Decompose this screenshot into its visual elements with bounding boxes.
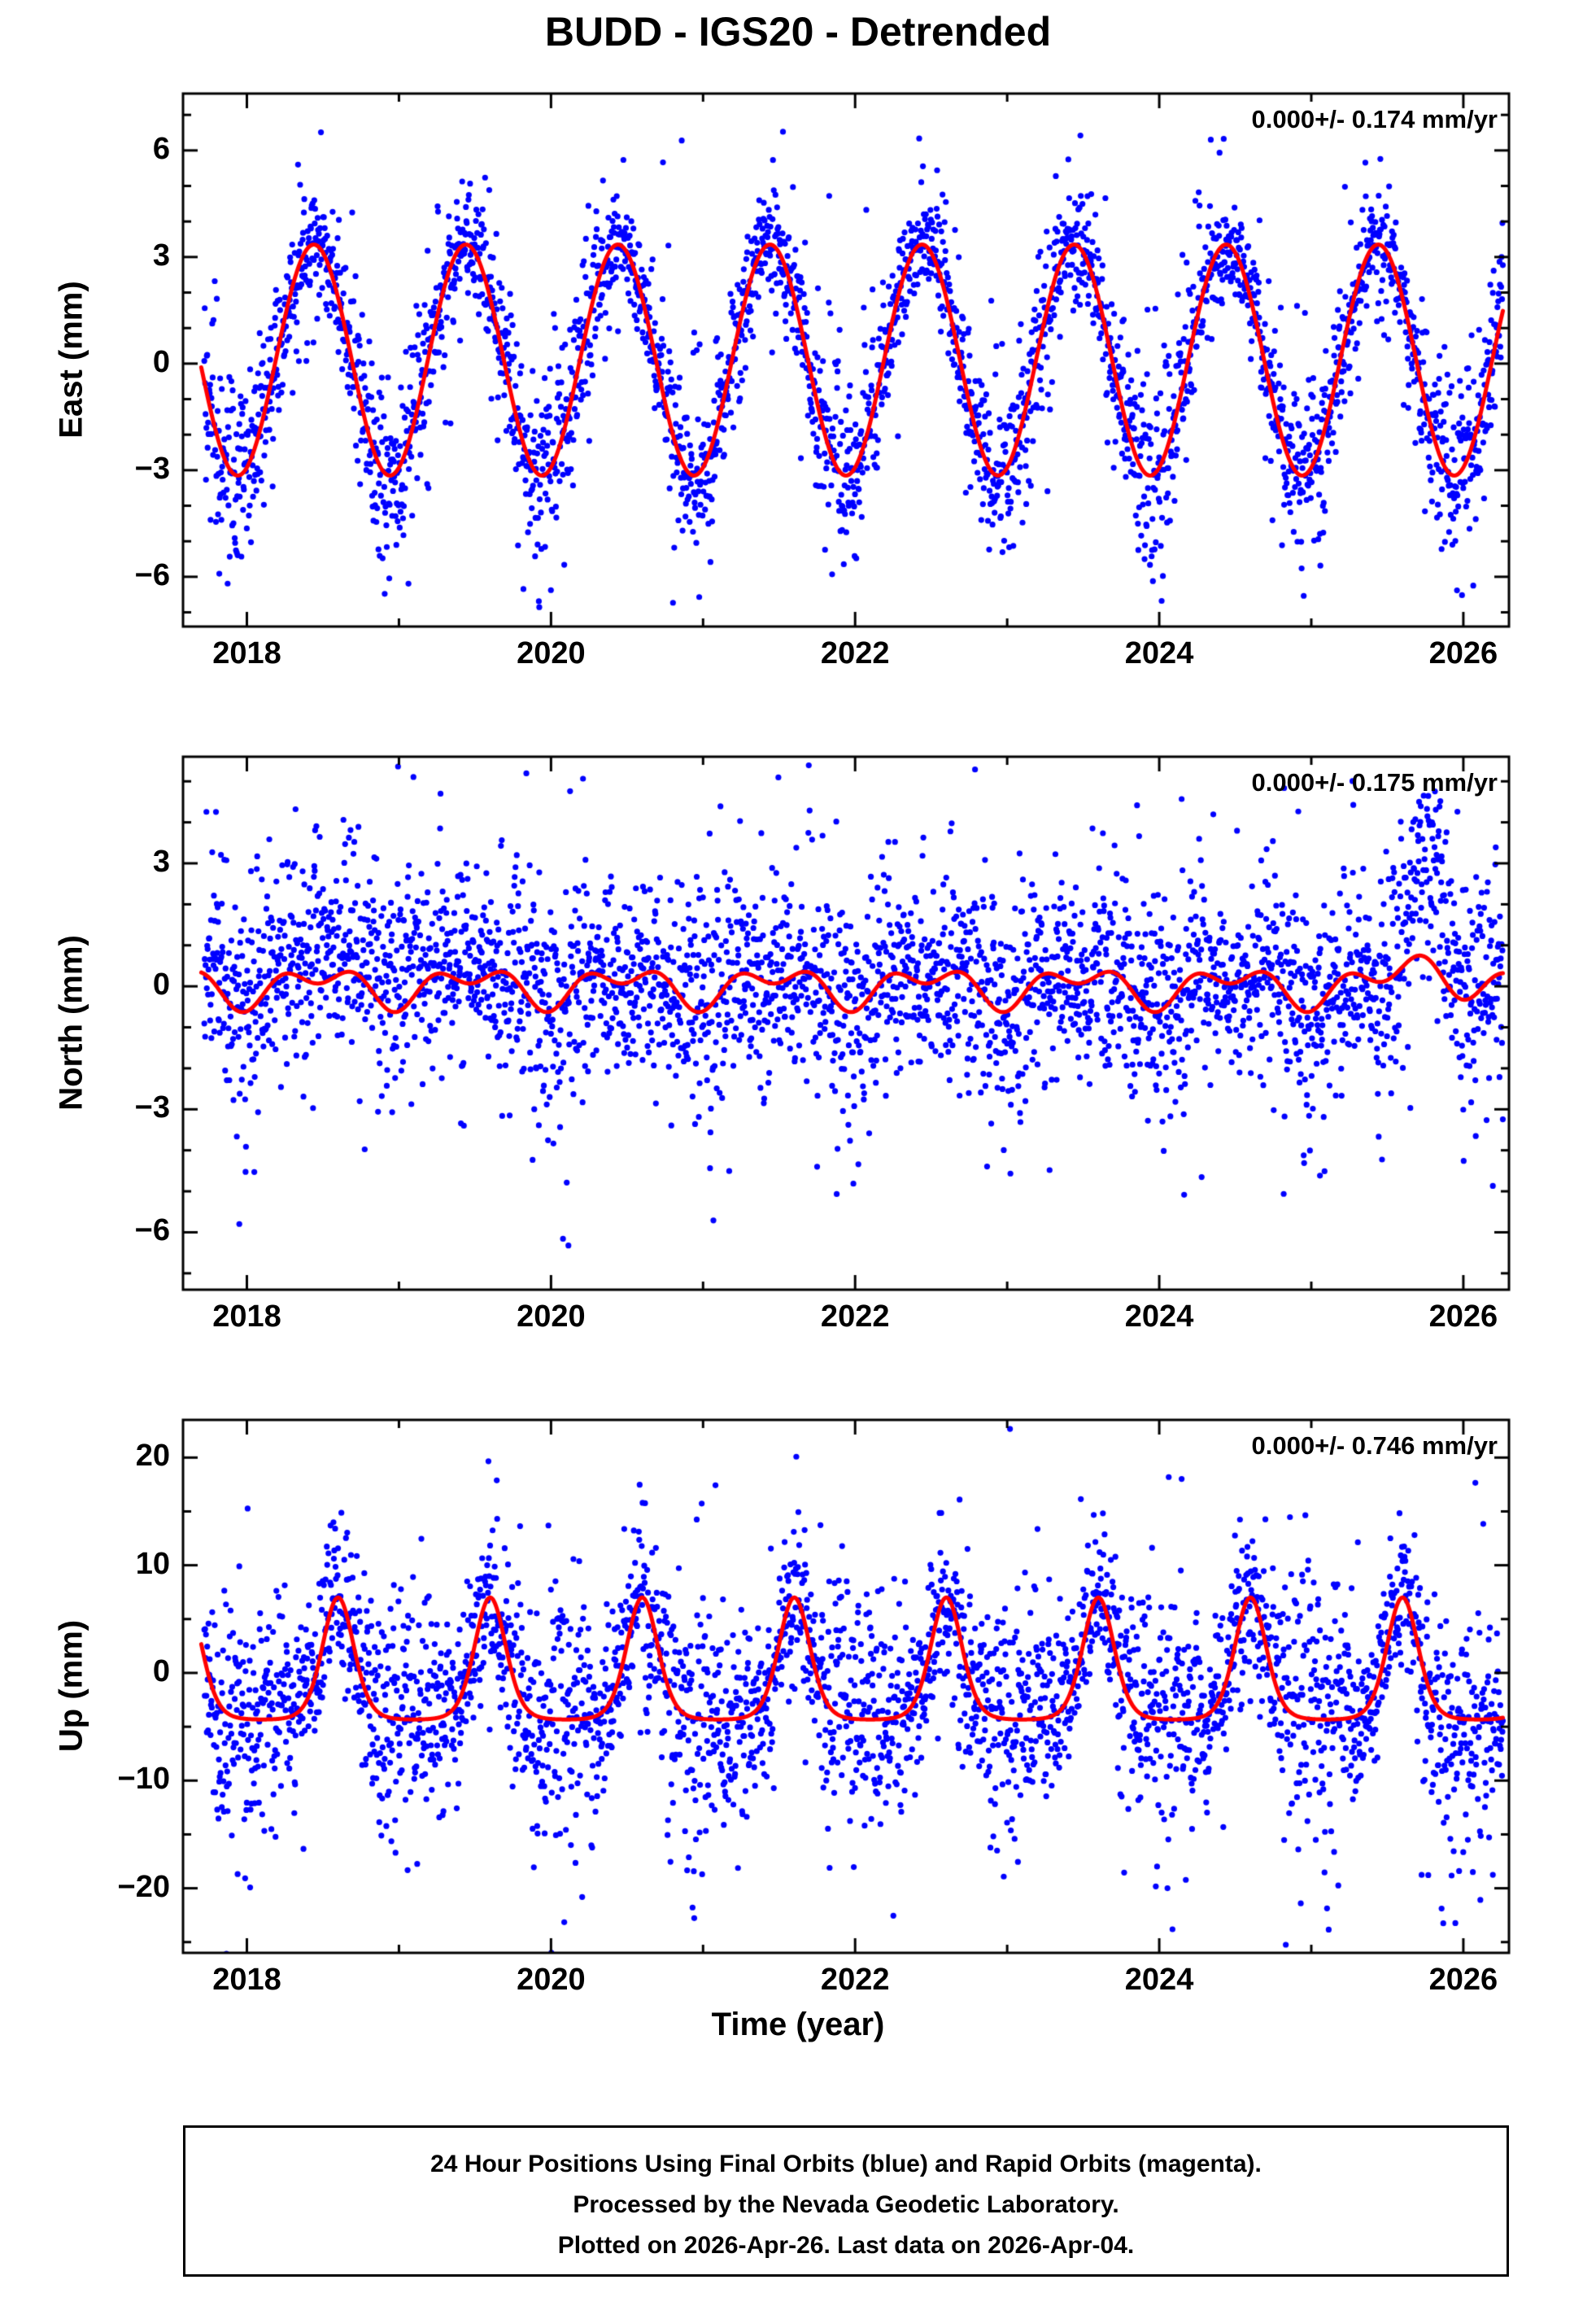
north-axis-label: North (mm) xyxy=(53,935,89,1111)
y-tick-label: 0 xyxy=(152,344,170,379)
x-tick-label: 2026 xyxy=(1428,1299,1498,1334)
x-tick-label: 2026 xyxy=(1428,1963,1498,1997)
x-tick-label: 2022 xyxy=(820,636,890,670)
x-tick-label: 2022 xyxy=(820,1299,890,1334)
up-rate-annotation: 0.000+/- 0.746 mm/yr xyxy=(1251,1431,1498,1460)
east-axis-label: East (mm) xyxy=(53,281,89,439)
y-tick-label: 3 xyxy=(152,238,170,273)
footer-line-1: 24 Hour Positions Using Final Orbits (bl… xyxy=(430,2151,1262,2177)
y-tick-label: 3 xyxy=(152,844,170,879)
y-tick-label: −6 xyxy=(134,557,170,592)
x-tick-label: 2026 xyxy=(1428,636,1498,670)
y-tick-label: −3 xyxy=(134,1090,170,1125)
y-tick-label: −6 xyxy=(134,1213,170,1248)
x-tick-label: 2020 xyxy=(517,636,586,670)
y-tick-label: 20 xyxy=(135,1439,170,1474)
up-axis-label: Up (mm) xyxy=(53,1619,89,1753)
footer-line-2: Processed by the Nevada Geodetic Laborat… xyxy=(573,2191,1119,2218)
footer-line-3: Plotted on 2026-Apr-26. Last data on 202… xyxy=(557,2232,1135,2259)
x-tick-label: 2020 xyxy=(517,1963,586,1997)
north-rate-annotation: 0.000+/- 0.175 mm/yr xyxy=(1251,768,1498,797)
y-tick-label: 6 xyxy=(152,131,170,166)
y-tick-label: −3 xyxy=(134,451,170,486)
y-tick-label: −20 xyxy=(117,1869,170,1904)
x-tick-label: 2018 xyxy=(212,636,281,670)
x-tick-label: 2024 xyxy=(1124,1963,1194,1997)
east-rate-annotation: 0.000+/- 0.174 mm/yr xyxy=(1251,105,1498,133)
chart-title: BUDD - IGS20 - Detrended xyxy=(544,9,1052,55)
x-axis-label: Time (year) xyxy=(711,2007,885,2042)
x-tick-label: 2024 xyxy=(1124,1299,1194,1334)
footer-box: 24 Hour Positions Using Final Orbits (bl… xyxy=(183,2125,1509,2277)
y-tick-label: 0 xyxy=(152,1653,170,1688)
x-tick-label: 2020 xyxy=(517,1299,586,1334)
x-tick-label: 2018 xyxy=(212,1299,281,1334)
y-tick-label: 0 xyxy=(152,967,170,1002)
x-tick-label: 2024 xyxy=(1124,636,1194,670)
y-tick-label: −10 xyxy=(117,1762,170,1797)
x-tick-label: 2018 xyxy=(212,1963,281,1997)
y-tick-label: 10 xyxy=(135,1546,170,1581)
x-tick-label: 2022 xyxy=(820,1963,890,1997)
